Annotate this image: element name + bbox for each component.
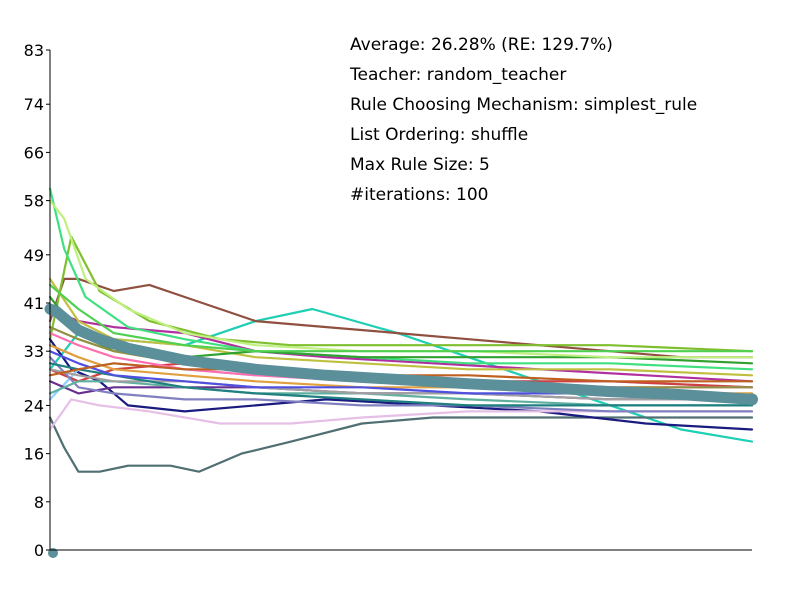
series-line-9 [48,277,754,377]
y-tick-label: 83 [24,41,44,60]
info-text-block: Average: 26.28% (RE: 129.7%) Teacher: ran… [349,35,697,205]
series-line-4 [48,235,754,353]
series-line-16 [48,199,754,359]
y-tick-label: 33 [24,342,44,361]
y-tick-label: 41 [24,294,44,313]
info-line: List Ordering: shuffle [350,125,528,145]
series-line-2 [48,416,754,473]
average-layer [44,303,758,558]
info-line: Rule Choosing Mechanism: simplest_rule [350,95,697,115]
average-end-point [746,393,758,406]
y-tick-label: 58 [24,192,44,211]
series-line-15 [48,356,754,413]
info-line: Teacher: random_teacher [349,65,566,85]
y-tick-label: 8 [34,493,44,512]
y-tick-label: 16 [24,445,44,464]
average-series-line [44,303,758,405]
y-tick-label: 24 [24,396,44,415]
series-line-6 [48,398,754,431]
y-tick-label: 0 [34,541,44,560]
series-line-24 [48,283,754,353]
info-line: #iterations: 100 [350,185,489,205]
y-tick-layer: 0 8 16 24 33 41 49 58 66 74 83 [24,41,50,560]
y-tick-label: 74 [24,95,44,114]
y-tick-label: 66 [24,143,44,162]
info-line: Max Rule Size: 5 [350,155,490,175]
series-line-10 [48,187,754,371]
series-line-20 [48,362,754,407]
y-tick-label: 49 [24,246,44,265]
series-layer [48,187,754,473]
info-line: Average: 26.28% (RE: 129.7%) [350,35,613,55]
